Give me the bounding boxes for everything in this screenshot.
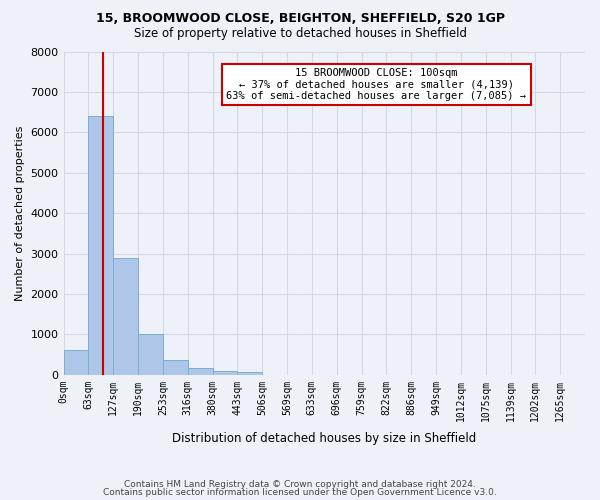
Bar: [88, 116, 113, 375]
Y-axis label: Number of detached properties: Number of detached properties: [15, 126, 25, 301]
Bar: [113, 258, 138, 375]
Text: Contains HM Land Registry data © Crown copyright and database right 2024.: Contains HM Land Registry data © Crown c…: [124, 480, 476, 489]
Bar: [212, 372, 238, 375]
Bar: [163, 360, 188, 375]
X-axis label: Distribution of detached houses by size in Sheffield: Distribution of detached houses by size …: [172, 432, 476, 445]
Text: 15 BROOMWOOD CLOSE: 100sqm
← 37% of detached houses are smaller (4,139)
63% of s: 15 BROOMWOOD CLOSE: 100sqm ← 37% of deta…: [226, 68, 526, 101]
Bar: [138, 334, 163, 375]
Bar: [238, 372, 262, 375]
Bar: [64, 350, 88, 375]
Text: Size of property relative to detached houses in Sheffield: Size of property relative to detached ho…: [133, 28, 467, 40]
Text: Contains public sector information licensed under the Open Government Licence v3: Contains public sector information licen…: [103, 488, 497, 497]
Text: 15, BROOMWOOD CLOSE, BEIGHTON, SHEFFIELD, S20 1GP: 15, BROOMWOOD CLOSE, BEIGHTON, SHEFFIELD…: [95, 12, 505, 26]
Bar: [188, 368, 212, 375]
